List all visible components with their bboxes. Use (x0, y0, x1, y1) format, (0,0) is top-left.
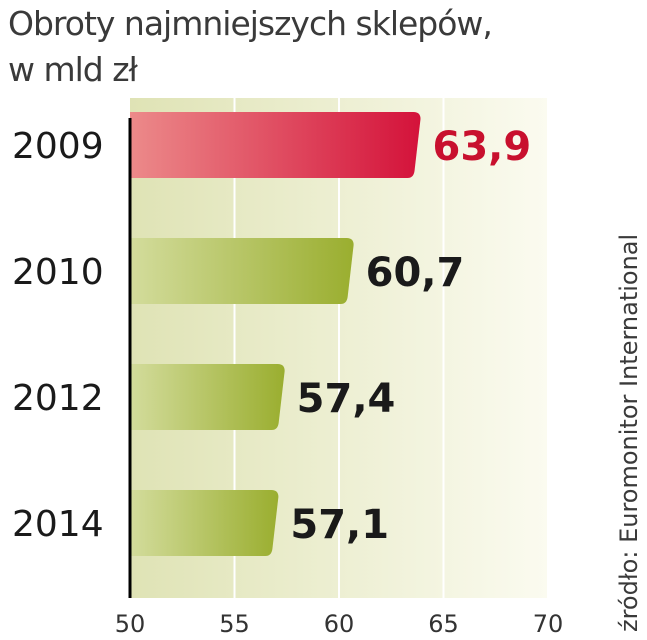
value-label-2010: 60,7 (366, 250, 465, 296)
category-label-2009: 2009 (12, 126, 104, 167)
bar-2012 (130, 364, 285, 430)
value-label-2014: 57,1 (290, 502, 389, 548)
source-note: źródło: Euromonitor International (615, 233, 643, 632)
category-label-2014: 2014 (12, 504, 104, 545)
bar-2010 (130, 238, 354, 304)
chart-subtitle: w mld zł (8, 50, 138, 89)
value-label-2009: 63,9 (433, 124, 532, 170)
x-tick-label: 55 (219, 610, 250, 638)
value-label-2012: 57,4 (297, 376, 396, 422)
x-tick-label: 70 (533, 610, 564, 638)
x-tick-label: 60 (324, 610, 355, 638)
category-label-2010: 2010 (12, 252, 104, 293)
chart-title: Obroty najmniejszych sklepów, (8, 4, 493, 43)
bar-2014 (130, 490, 279, 556)
x-tick-label: 50 (115, 610, 146, 638)
x-tick-label: 65 (428, 610, 459, 638)
category-label-2012: 2012 (12, 378, 104, 419)
bar-2009 (130, 112, 421, 178)
